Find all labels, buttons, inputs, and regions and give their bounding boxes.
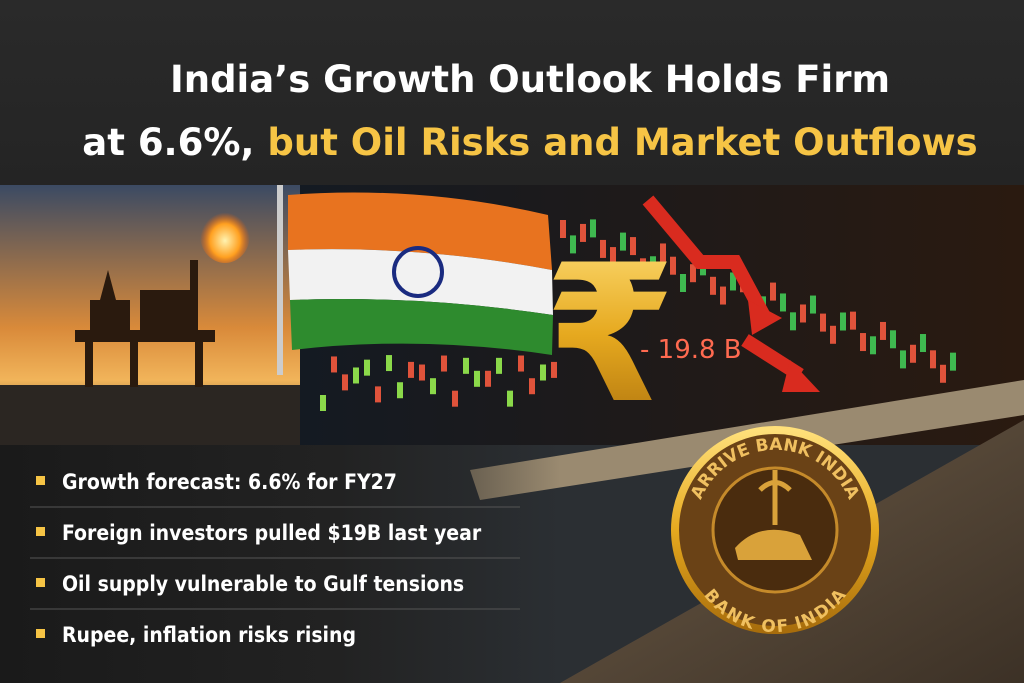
candle — [529, 378, 535, 395]
candle — [386, 355, 392, 372]
candle — [860, 333, 866, 352]
candle — [810, 295, 816, 314]
candle — [690, 264, 696, 283]
candle — [670, 256, 676, 275]
candle — [590, 219, 596, 238]
candle — [551, 361, 557, 378]
candle — [342, 374, 348, 391]
candle — [890, 330, 896, 349]
candle — [419, 364, 425, 381]
candle — [375, 386, 381, 403]
bullet-marker — [36, 578, 45, 587]
bullet-text: Foreign investors pulled $19B last year — [62, 521, 482, 545]
title-highlight: but Oil Risks and Market Outflows — [267, 121, 977, 164]
candle — [780, 293, 786, 312]
outflow-label: - 19.8 B — [640, 335, 742, 365]
bullet-marker — [36, 527, 45, 536]
candle — [496, 357, 502, 374]
bullet-marker — [36, 629, 45, 638]
candle — [620, 232, 626, 251]
candle — [630, 237, 636, 256]
bullet-text: Rupee, inflation risks rising — [62, 623, 356, 647]
candle — [820, 313, 826, 332]
candle — [474, 370, 480, 387]
candle — [408, 361, 414, 378]
candle — [540, 364, 546, 381]
candle — [640, 258, 646, 277]
text-panel — [0, 445, 560, 683]
bullet-list: Growth forecast: 6.6% for FY27 Foreign in… — [30, 470, 520, 647]
candle — [790, 312, 796, 331]
seal-tiger — [735, 529, 812, 560]
candle — [730, 272, 736, 291]
candle — [331, 356, 337, 373]
flag-saffron — [288, 192, 552, 270]
candle — [600, 239, 606, 258]
bullet-text: Growth forecast: 6.6% for FY27 — [62, 470, 397, 494]
candle — [880, 321, 886, 340]
bullet-marker — [36, 476, 45, 485]
oil-rig — [75, 260, 215, 387]
candle — [900, 350, 906, 369]
flame — [200, 207, 250, 263]
candle — [850, 311, 856, 330]
flag-green — [290, 299, 553, 355]
sea — [0, 385, 300, 445]
candle — [485, 370, 491, 387]
rupee-symbol: ₹ — [544, 224, 676, 445]
candle — [610, 247, 616, 266]
candle — [560, 220, 566, 238]
candle — [720, 286, 726, 305]
arrow-head — [748, 300, 782, 335]
candle — [770, 282, 776, 301]
candle — [680, 273, 686, 292]
candle — [930, 350, 936, 369]
title-line1: India’s Growth Outlook Holds Firm — [170, 58, 890, 101]
candle — [430, 378, 436, 395]
candle — [710, 276, 716, 295]
title-line2: at 6.6%, but Oil Risks and Market Outflo… — [82, 121, 977, 164]
arrow-head — [782, 360, 820, 392]
candle — [940, 364, 946, 383]
candle — [870, 336, 876, 355]
flag-white — [288, 249, 553, 315]
candle — [320, 395, 326, 411]
candle — [364, 359, 370, 376]
candle — [353, 367, 359, 384]
candle — [570, 235, 576, 254]
candle — [452, 390, 458, 407]
candles — [320, 219, 956, 411]
title-start: at 6.6%, — [82, 121, 254, 164]
candle — [800, 304, 806, 323]
candle — [580, 223, 586, 242]
bullet-text: Oil supply vulnerable to Gulf tensions — [62, 572, 464, 596]
candle — [830, 325, 836, 344]
seal-palm — [758, 470, 792, 525]
flag-pole — [277, 185, 283, 375]
candle — [463, 357, 469, 374]
candle — [920, 334, 926, 353]
candle — [397, 382, 403, 399]
candle — [840, 312, 846, 331]
ashoka-chakra — [392, 246, 444, 298]
candle — [507, 390, 513, 407]
candle — [950, 352, 956, 371]
candle — [660, 243, 666, 262]
candle — [518, 355, 524, 372]
candle — [910, 344, 916, 363]
candle — [441, 355, 447, 372]
candle — [650, 256, 656, 275]
